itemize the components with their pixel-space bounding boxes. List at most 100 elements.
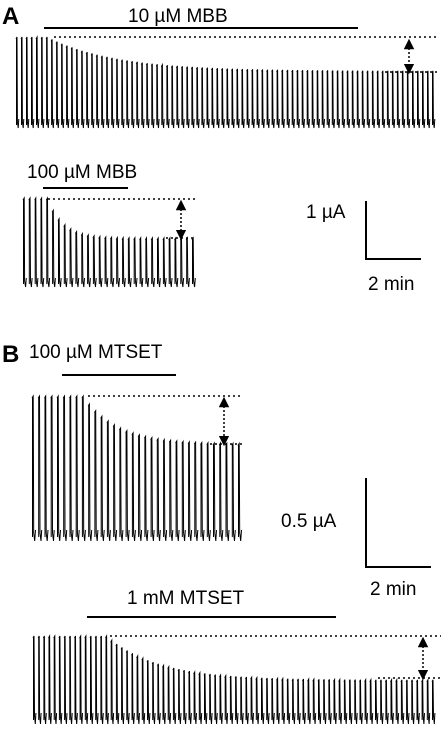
scale-bar-b-y-label: 0.5 µA [281, 511, 337, 532]
current-sweep [401, 70, 406, 129]
current-sweep [160, 62, 165, 129]
current-sweep [384, 679, 389, 725]
current-sweep [75, 48, 80, 129]
current-sweep [276, 69, 280, 129]
current-sweep [187, 440, 193, 542]
current-sweep [331, 70, 336, 129]
current-sweep [146, 659, 151, 725]
current-sweep [353, 679, 358, 725]
current-sweep [291, 69, 295, 129]
current-sweep [359, 679, 363, 725]
current-sweep [361, 70, 366, 129]
current-sweep [95, 54, 100, 129]
current-sweep [371, 70, 376, 129]
current-sweep [143, 434, 149, 542]
current-sweep [431, 679, 436, 725]
current-sweep [271, 69, 275, 129]
current-sweep [208, 673, 213, 725]
current-sweep [206, 67, 210, 129]
trace-a1 [15, 35, 436, 129]
current-sweep [137, 433, 143, 542]
current-sweep [45, 196, 51, 288]
current-sweep [125, 60, 130, 129]
current-sweep [51, 208, 56, 288]
current-sweep [79, 634, 83, 725]
current-sweep [369, 677, 374, 725]
current-sweep [131, 653, 135, 725]
current-sweep [81, 394, 86, 542]
current-sweep [94, 635, 99, 725]
current-sweep [131, 431, 136, 542]
current-sweep [42, 635, 47, 725]
trace-a2 [22, 196, 196, 288]
current-sweep [20, 36, 25, 129]
current-sweep [386, 70, 391, 129]
current-sweep [115, 643, 120, 725]
current-sweep [115, 235, 120, 288]
current-sweep [168, 438, 174, 542]
current-sweep [181, 439, 186, 542]
current-sweep [174, 236, 179, 288]
current-sweep [234, 676, 239, 725]
current-sweep [177, 668, 182, 725]
panel-a-letter: A [2, 3, 19, 30]
current-sweep [118, 426, 124, 542]
current-sweep [195, 66, 200, 129]
current-sweep [400, 679, 405, 725]
current-sweep [92, 234, 97, 288]
scale-bar-b-x-label: 2 min [370, 579, 416, 600]
current-sweep [219, 673, 223, 725]
current-sweep [89, 635, 94, 725]
current-sweep [213, 674, 218, 725]
current-sweep [151, 661, 156, 725]
current-sweep [109, 235, 115, 288]
trace-b2 [32, 634, 436, 725]
current-sweep [276, 676, 280, 725]
current-sweep [105, 56, 110, 129]
current-sweep [251, 69, 255, 129]
current-sweep [410, 679, 415, 725]
current-sweep [133, 236, 138, 288]
current-sweep [286, 678, 291, 725]
current-sweep [165, 64, 170, 129]
current-sweep [212, 441, 217, 542]
current-sweep [156, 663, 161, 725]
panel-b-letter: B [2, 341, 19, 368]
current-sweep [296, 69, 300, 129]
current-sweep [229, 675, 234, 725]
current-sweep [156, 437, 161, 542]
trace-b1 [31, 394, 242, 542]
scale-bar-a-x-label: 2 min [368, 274, 414, 295]
current-sweep [239, 676, 244, 725]
current-sweep [175, 439, 180, 542]
current-sweep [421, 677, 425, 725]
current-sweep [431, 70, 436, 129]
current-sweep [139, 235, 144, 288]
current-sweep [172, 667, 177, 725]
current-sweep [45, 36, 50, 129]
current-sweep [206, 441, 211, 542]
current-sweep [426, 677, 431, 725]
current-sweep [162, 437, 168, 542]
current-sweep [144, 235, 150, 288]
current-sweep [150, 63, 155, 129]
current-sweep [356, 70, 361, 129]
current-sweep [185, 66, 190, 129]
current-sweep [121, 235, 126, 288]
current-sweep [302, 678, 306, 725]
current-sweep [376, 70, 381, 129]
current-sweep [40, 196, 45, 288]
current-sweep [321, 70, 325, 129]
current-sweep [190, 66, 195, 129]
current-sweep [266, 69, 270, 129]
current-sweep [188, 670, 192, 725]
current-sweep [286, 69, 290, 129]
current-sweep [421, 70, 426, 129]
current-sweep [336, 70, 341, 129]
current-sweep [53, 634, 58, 725]
current-sweep [216, 67, 220, 129]
current-sweep [93, 409, 99, 542]
current-sweep [145, 62, 150, 129]
current-sweep [255, 675, 260, 725]
